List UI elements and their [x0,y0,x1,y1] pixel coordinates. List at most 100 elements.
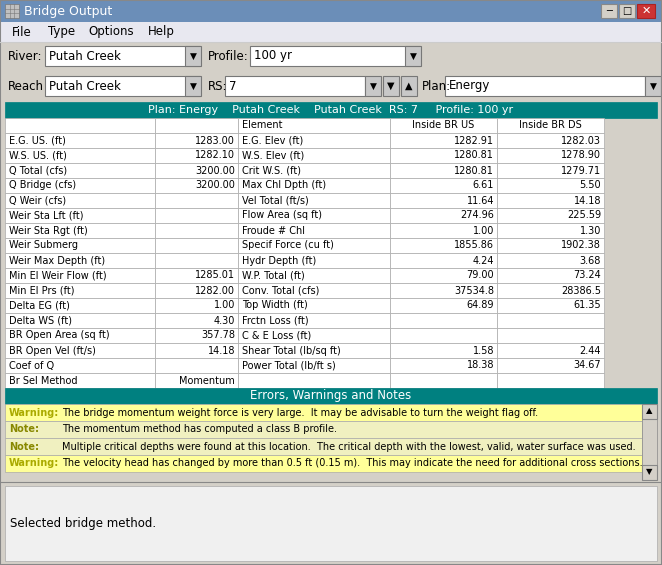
Text: Warning:: Warning: [9,459,60,468]
Text: E.G. Elev (ft): E.G. Elev (ft) [242,136,303,146]
Bar [238,283,390,298]
Text: W.S. Elev (ft): W.S. Elev (ft) [242,150,305,160]
Bar [497,163,604,178]
Text: 61.35: 61.35 [573,301,601,311]
Text: 1280.81: 1280.81 [454,150,494,160]
Bar [401,76,417,96]
Bar [390,133,497,148]
Text: ▲: ▲ [645,406,652,415]
Text: C & E Loss (ft): C & E Loss (ft) [242,331,311,341]
Text: Hydr Depth (ft): Hydr Depth (ft) [242,255,316,266]
Bar [250,46,420,66]
Text: Inside BR US: Inside BR US [412,120,475,131]
Text: Inside BR DS: Inside BR DS [519,120,582,131]
Bar [497,118,604,133]
Bar [0,22,662,42]
Bar [225,76,365,96]
Text: Profile:: Profile: [208,50,249,63]
Bar [238,343,390,358]
Bar [238,298,390,313]
Bar [390,298,497,313]
Bar [5,133,155,148]
Text: ✕: ✕ [641,6,651,16]
Text: 1279.71: 1279.71 [561,166,601,176]
Bar [155,358,238,373]
Bar [497,223,604,238]
Text: 1280.81: 1280.81 [454,166,494,176]
Text: 2.44: 2.44 [579,346,601,355]
Bar [5,118,155,133]
Bar [390,238,497,253]
Bar [390,163,497,178]
Bar [155,223,238,238]
Text: 1.00: 1.00 [473,225,494,236]
Bar [642,404,657,480]
Text: Crit W.S. (ft): Crit W.S. (ft) [242,166,301,176]
Text: 1283.00: 1283.00 [195,136,235,146]
Text: 1282.10: 1282.10 [195,150,235,160]
Text: Type: Type [48,25,75,38]
Bar [497,193,604,208]
Text: Reach: Reach [8,80,44,93]
Bar [497,313,604,328]
Bar [390,358,497,373]
Text: Conv. Total (cfs): Conv. Total (cfs) [242,285,319,295]
Text: 5.50: 5.50 [579,180,601,190]
Text: Weir Max Depth (ft): Weir Max Depth (ft) [9,255,105,266]
Bar [5,358,155,373]
Text: 3200.00: 3200.00 [195,180,235,190]
Text: Coef of Q: Coef of Q [9,360,54,371]
Bar [405,46,421,66]
Bar [390,178,497,193]
Text: BR Open Vel (ft/s): BR Open Vel (ft/s) [9,346,96,355]
Text: E.G. US. (ft): E.G. US. (ft) [9,136,66,146]
Bar [497,328,604,343]
Text: Froude # Chl: Froude # Chl [242,225,305,236]
Bar [155,163,238,178]
Bar [642,404,657,419]
Text: 6.61: 6.61 [473,180,494,190]
Text: 1282.91: 1282.91 [454,136,494,146]
Text: 11.64: 11.64 [467,195,494,206]
Bar [155,118,238,133]
Bar [390,193,497,208]
Bar [619,4,635,18]
Bar [155,148,238,163]
Bar [0,42,662,72]
Bar [637,4,655,18]
Text: RS:: RS: [208,80,228,93]
Bar [497,253,604,268]
Text: 14.18: 14.18 [573,195,601,206]
Text: ─: ─ [606,6,612,16]
Text: ▼: ▼ [649,81,657,90]
Text: ▼: ▼ [369,81,377,90]
Bar [497,178,604,193]
Text: Errors, Warnings and Notes: Errors, Warnings and Notes [250,389,412,402]
Text: Putah Creek: Putah Creek [49,50,121,63]
Text: Energy: Energy [449,80,491,93]
Bar [45,76,200,96]
Bar [5,178,155,193]
Text: Selected bridge method.: Selected bridge method. [10,517,156,530]
Bar [155,178,238,193]
Text: Min El Prs (ft): Min El Prs (ft) [9,285,75,295]
Text: Q Weir (cfs): Q Weir (cfs) [9,195,66,206]
Text: 1282.03: 1282.03 [561,136,601,146]
Text: ▼: ▼ [189,81,197,90]
Text: 18.38: 18.38 [467,360,494,371]
Bar [155,283,238,298]
Bar [390,283,497,298]
Bar [238,253,390,268]
Bar [5,148,155,163]
Bar [238,133,390,148]
Text: W.P. Total (ft): W.P. Total (ft) [242,271,305,280]
Bar [155,268,238,283]
Bar [155,343,238,358]
Bar [155,328,238,343]
Bar [5,268,155,283]
Text: Flow Area (sq ft): Flow Area (sq ft) [242,211,322,220]
Bar [365,76,381,96]
Bar [5,455,642,472]
Text: Shear Total (lb/sq ft): Shear Total (lb/sq ft) [242,346,341,355]
Bar [5,102,657,118]
